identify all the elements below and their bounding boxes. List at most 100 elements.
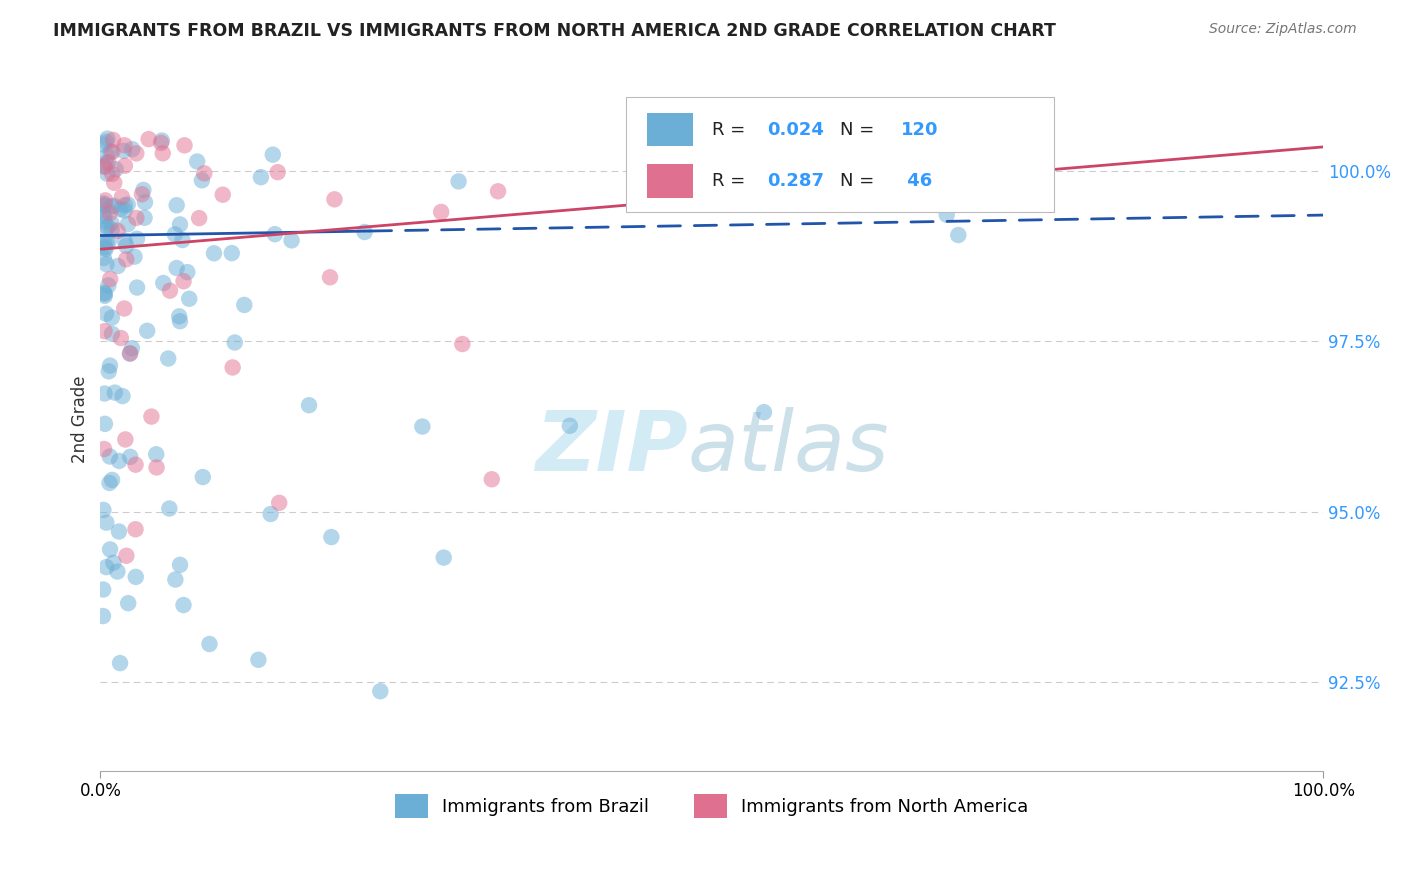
Point <box>486 184 509 198</box>
Point <box>103 176 125 190</box>
Point <box>558 418 581 433</box>
Point <box>935 208 957 222</box>
Point <box>104 385 127 400</box>
Point <box>211 187 233 202</box>
Point <box>481 472 503 486</box>
Point <box>169 558 191 572</box>
Point <box>125 146 148 161</box>
Text: 120: 120 <box>901 120 939 138</box>
Text: 46: 46 <box>901 172 932 190</box>
Point <box>124 458 146 472</box>
Point <box>120 450 142 464</box>
Text: Source: ZipAtlas.com: Source: ZipAtlas.com <box>1209 22 1357 37</box>
Point <box>114 433 136 447</box>
Point <box>115 239 138 253</box>
Point <box>125 232 148 246</box>
Point <box>94 289 117 303</box>
Point <box>96 135 118 149</box>
Point <box>96 235 118 250</box>
Point <box>94 242 117 256</box>
Point <box>93 503 115 517</box>
Point <box>191 173 214 187</box>
Point <box>752 405 775 419</box>
Point <box>353 225 375 239</box>
Point <box>94 222 117 236</box>
Point <box>259 507 281 521</box>
Point <box>152 276 174 290</box>
Text: 0.287: 0.287 <box>766 172 824 190</box>
Point <box>157 501 180 516</box>
Point <box>101 167 124 181</box>
Point <box>169 314 191 328</box>
Point <box>267 165 290 179</box>
Point <box>93 235 115 250</box>
Point <box>221 246 243 260</box>
Point <box>97 219 120 234</box>
Point <box>280 233 302 247</box>
Point <box>107 259 129 273</box>
Point <box>96 131 118 145</box>
Point <box>91 582 114 597</box>
Point <box>186 154 208 169</box>
Y-axis label: 2nd Grade: 2nd Grade <box>72 376 89 463</box>
Point <box>157 351 180 366</box>
Point <box>115 252 138 267</box>
Point <box>118 347 141 361</box>
Point <box>132 183 155 197</box>
Point <box>100 222 122 236</box>
Point <box>262 147 284 161</box>
Point <box>96 257 118 271</box>
Point <box>198 637 221 651</box>
Point <box>111 190 134 204</box>
Point <box>166 260 188 275</box>
Point <box>101 473 124 487</box>
Point <box>93 199 115 213</box>
Point <box>165 573 187 587</box>
Point <box>167 310 190 324</box>
Point <box>451 337 474 351</box>
Point <box>93 442 115 456</box>
Text: R =: R = <box>711 172 751 190</box>
Point <box>124 522 146 536</box>
Point <box>269 496 291 510</box>
Point <box>100 217 122 231</box>
Point <box>93 251 115 265</box>
Point <box>138 132 160 146</box>
Point <box>110 331 132 345</box>
Point <box>193 166 215 180</box>
Point <box>94 417 117 431</box>
Point <box>250 170 273 185</box>
Point <box>150 136 173 150</box>
Point <box>115 549 138 563</box>
Point <box>188 211 211 226</box>
Bar <box>647 112 693 146</box>
Point <box>173 138 195 153</box>
Text: atlas: atlas <box>688 407 889 488</box>
Point <box>93 159 115 173</box>
Point <box>370 684 392 698</box>
Point <box>91 609 114 624</box>
Point <box>93 386 115 401</box>
Point <box>110 202 132 217</box>
Point <box>169 218 191 232</box>
Point <box>96 167 118 181</box>
Point <box>101 326 124 341</box>
Text: R =: R = <box>711 120 751 138</box>
Point <box>124 250 146 264</box>
Point <box>108 656 131 670</box>
Point <box>94 214 117 228</box>
Point <box>114 138 136 153</box>
Point <box>221 360 243 375</box>
Point <box>321 530 343 544</box>
Point <box>103 199 125 213</box>
Point <box>96 156 118 170</box>
Point <box>112 301 135 316</box>
Point <box>97 155 120 169</box>
Point <box>117 197 139 211</box>
Point <box>121 341 143 355</box>
Point <box>93 285 115 300</box>
Point <box>108 524 131 539</box>
Point <box>179 292 201 306</box>
Point <box>141 409 163 424</box>
Point <box>101 133 124 147</box>
